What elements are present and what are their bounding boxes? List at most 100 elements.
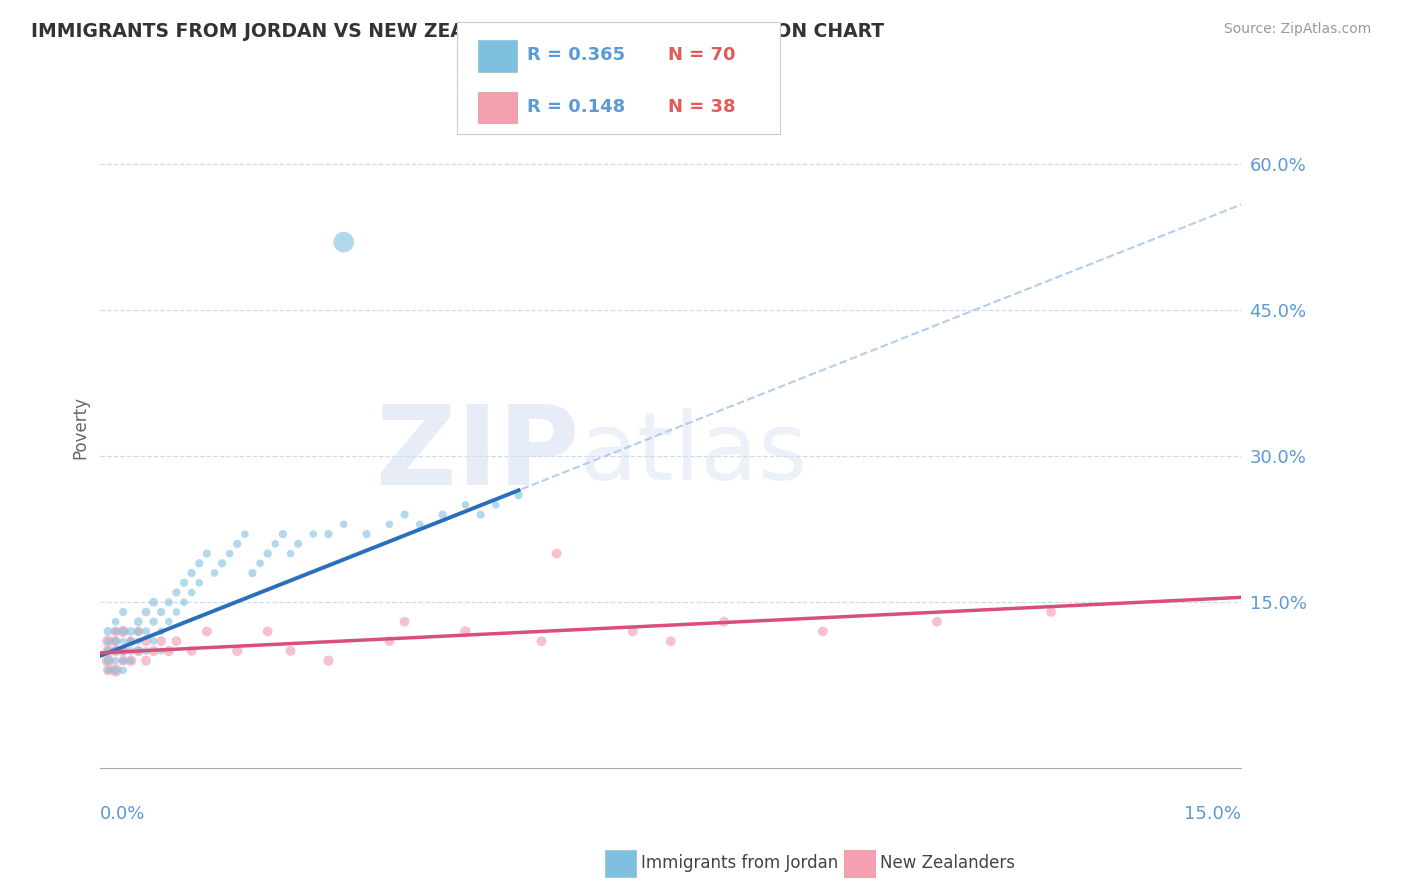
- Point: [120, 654, 142, 668]
- Point: [204, 566, 226, 580]
- Text: 15.0%: 15.0%: [1184, 805, 1241, 823]
- Point: [97, 644, 120, 658]
- Point: [508, 488, 530, 502]
- Point: [195, 547, 218, 561]
- Point: [97, 664, 120, 678]
- Point: [104, 664, 127, 678]
- Point: [271, 527, 294, 541]
- Point: [157, 595, 180, 609]
- Point: [409, 517, 432, 532]
- Point: [104, 664, 127, 678]
- Point: [356, 527, 378, 541]
- Point: [280, 547, 302, 561]
- Point: [925, 615, 948, 629]
- Point: [120, 654, 142, 668]
- Point: [211, 557, 233, 571]
- Point: [226, 537, 249, 551]
- Point: [173, 595, 195, 609]
- Point: [97, 644, 120, 658]
- Text: IMMIGRANTS FROM JORDAN VS NEW ZEALANDER POVERTY CORRELATION CHART: IMMIGRANTS FROM JORDAN VS NEW ZEALANDER …: [31, 22, 884, 41]
- Text: 0.0%: 0.0%: [100, 805, 146, 823]
- Point: [233, 527, 256, 541]
- Point: [127, 624, 149, 639]
- Point: [659, 634, 682, 648]
- Point: [249, 557, 271, 571]
- Point: [378, 517, 401, 532]
- Point: [142, 595, 165, 609]
- Point: [135, 634, 157, 648]
- Point: [112, 644, 135, 658]
- Point: [287, 537, 309, 551]
- Point: [264, 537, 287, 551]
- Point: [104, 624, 127, 639]
- Point: [621, 624, 644, 639]
- Point: [454, 498, 477, 512]
- Point: [135, 654, 157, 668]
- Point: [142, 615, 165, 629]
- Point: [318, 527, 340, 541]
- Point: [318, 654, 340, 668]
- Text: R = 0.148: R = 0.148: [527, 98, 626, 116]
- Point: [97, 654, 120, 668]
- Point: [165, 634, 187, 648]
- Point: [112, 644, 135, 658]
- Point: [394, 615, 416, 629]
- Point: [104, 644, 127, 658]
- Point: [165, 605, 187, 619]
- Point: [256, 547, 278, 561]
- Point: [188, 575, 211, 590]
- Point: [104, 634, 127, 648]
- Point: [432, 508, 454, 522]
- Point: [104, 634, 127, 648]
- Point: [135, 644, 157, 658]
- Point: [120, 634, 142, 648]
- Point: [280, 644, 302, 658]
- Point: [97, 624, 120, 639]
- Y-axis label: Poverty: Poverty: [72, 395, 89, 458]
- Point: [150, 634, 173, 648]
- Point: [97, 664, 120, 678]
- Point: [157, 615, 180, 629]
- Point: [188, 557, 211, 571]
- Point: [127, 634, 149, 648]
- Point: [150, 605, 173, 619]
- Point: [157, 644, 180, 658]
- Point: [332, 517, 354, 532]
- Text: Source: ZipAtlas.com: Source: ZipAtlas.com: [1223, 22, 1371, 37]
- Point: [104, 624, 127, 639]
- Point: [127, 644, 149, 658]
- Text: N = 70: N = 70: [668, 46, 735, 64]
- Point: [713, 615, 735, 629]
- Point: [112, 654, 135, 668]
- Point: [470, 508, 492, 522]
- Point: [485, 498, 508, 512]
- Text: R = 0.365: R = 0.365: [527, 46, 626, 64]
- Point: [97, 634, 120, 648]
- Point: [226, 644, 249, 658]
- Point: [104, 615, 127, 629]
- Point: [127, 624, 149, 639]
- Point: [120, 624, 142, 639]
- Point: [112, 605, 135, 619]
- Point: [165, 585, 187, 599]
- Point: [394, 508, 416, 522]
- Point: [256, 624, 278, 639]
- Point: [378, 634, 401, 648]
- Point: [1040, 605, 1063, 619]
- Point: [150, 624, 173, 639]
- Point: [104, 644, 127, 658]
- Point: [135, 624, 157, 639]
- Point: [195, 624, 218, 639]
- Point: [150, 644, 173, 658]
- Point: [127, 615, 149, 629]
- Point: [302, 527, 325, 541]
- Point: [546, 547, 568, 561]
- Point: [218, 547, 240, 561]
- Point: [811, 624, 834, 639]
- Point: [112, 624, 135, 639]
- Point: [173, 575, 195, 590]
- Point: [242, 566, 264, 580]
- Point: [120, 634, 142, 648]
- Point: [97, 634, 120, 648]
- Text: New Zealanders: New Zealanders: [880, 855, 1015, 872]
